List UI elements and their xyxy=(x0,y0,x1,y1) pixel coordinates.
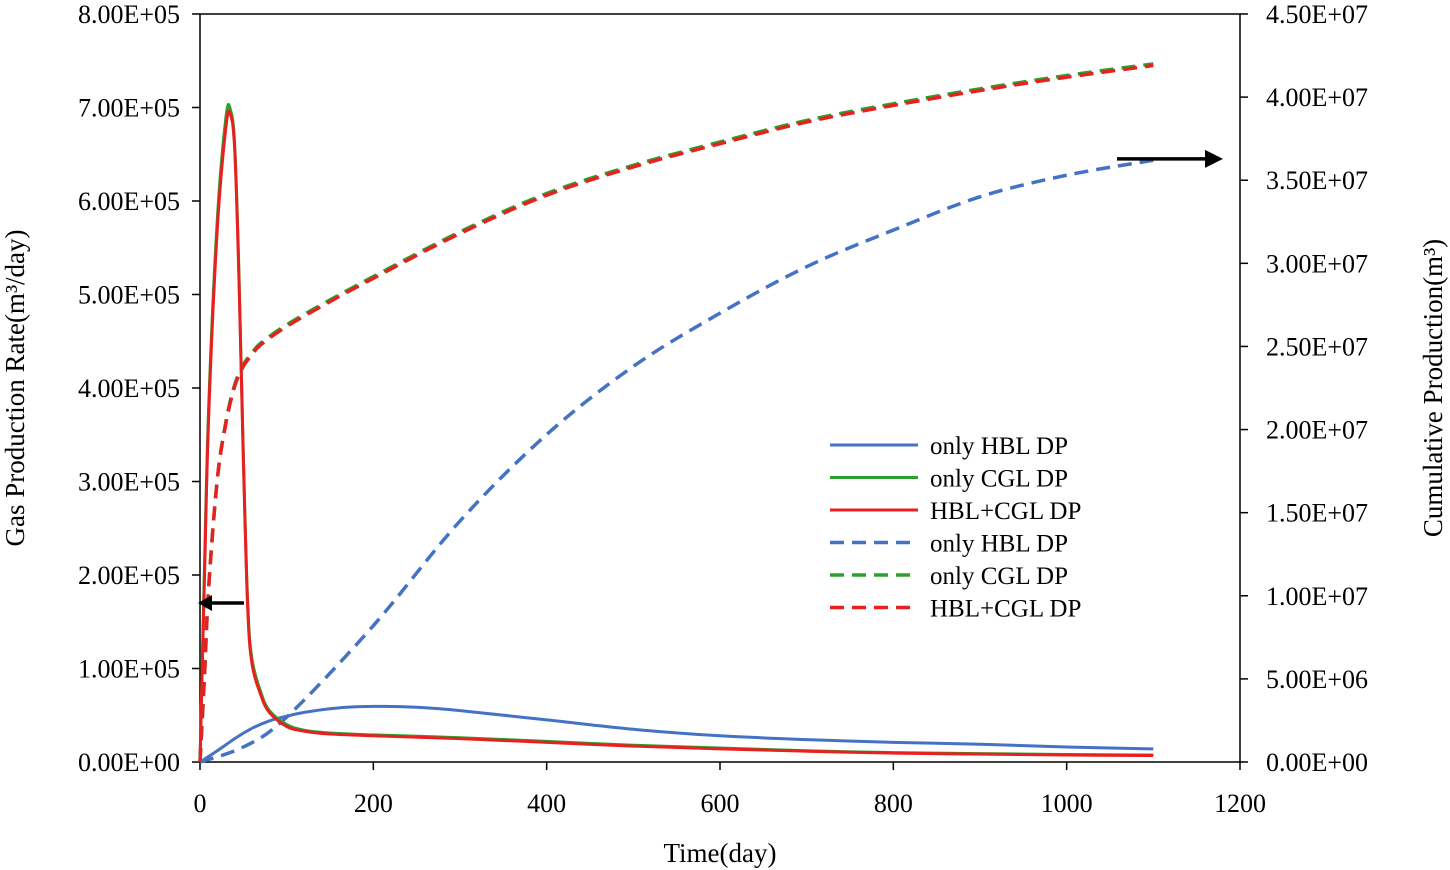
y-right-tick-label: 3.00E+07 xyxy=(1266,249,1368,278)
plot-area-frame xyxy=(199,13,1241,763)
y-left-tick-label: 7.00E+05 xyxy=(78,94,180,123)
y-right-tick-label: 3.50E+07 xyxy=(1266,166,1368,195)
right-axis-arrow-head xyxy=(1205,149,1223,168)
y-left-tick-label: 3.00E+05 xyxy=(78,468,180,497)
y-right-axis-title: Cumulative Production(m³) xyxy=(1418,239,1448,537)
y-right-tick-label: 5.00E+06 xyxy=(1266,665,1368,694)
legend-label: only HBL DP xyxy=(930,531,1068,558)
y-left-tick-label: 1.00E+05 xyxy=(78,655,180,684)
y-left-tick-label: 5.00E+05 xyxy=(78,281,180,310)
left-axis-arrow-head xyxy=(198,595,212,612)
legend-label: only HBL DP xyxy=(930,433,1068,460)
x-tick-label: 800 xyxy=(874,789,913,818)
x-tick-label: 0 xyxy=(194,789,207,818)
y-left-tick-label: 8.00E+05 xyxy=(78,0,180,29)
y-right-tick-label: 2.00E+07 xyxy=(1266,416,1368,445)
x-tick-label: 1200 xyxy=(1214,789,1266,818)
y-right-axis-ticks: 0.00E+00 5.00E+06 1.00E+07 1.50E+07 2.00E+07… xyxy=(1240,0,1368,777)
series-only-hbl-dp-dashed xyxy=(199,158,1154,764)
y-right-tick-label: 0.00E+00 xyxy=(1266,748,1368,777)
legend: only HBL DP only CGL DP HBL+CGL DP only HBL… xyxy=(830,433,1081,623)
y-right-tick-label: 1.00E+07 xyxy=(1266,582,1368,611)
x-axis-ticks: 0 200 400 600 800 1000 1200 xyxy=(194,762,1266,818)
x-tick-label: 600 xyxy=(701,789,740,818)
y-right-tick-label: 4.00E+07 xyxy=(1266,83,1368,112)
y-left-tick-label: 0.00E+00 xyxy=(78,748,180,777)
y-right-tick-label: 2.50E+07 xyxy=(1266,332,1368,361)
legend-label: HBL+CGL DP xyxy=(930,498,1081,525)
y-right-tick-label: 4.50E+07 xyxy=(1266,0,1368,29)
legend-label: HBL+CGL DP xyxy=(930,596,1081,623)
y-left-tick-label: 6.00E+05 xyxy=(78,187,180,216)
y-left-tick-label: 2.00E+05 xyxy=(78,561,180,590)
series-layer xyxy=(198,62,1154,764)
legend-label: only CGL DP xyxy=(930,563,1068,590)
x-tick-label: 1000 xyxy=(1041,789,1093,818)
y-left-axis-ticks: 0.00E+00 1.00E+05 2.00E+05 3.00E+05 4.00E+05… xyxy=(78,0,200,777)
annotation-arrows xyxy=(198,149,1223,612)
x-tick-label: 400 xyxy=(527,789,566,818)
series-only-hbl-dp-solid xyxy=(199,704,1154,764)
series-hbl-cgl-dp-solid xyxy=(198,109,1154,763)
series-hbl-cgl-dp-dashed xyxy=(198,63,1154,763)
legend-label: only CGL DP xyxy=(930,466,1068,493)
x-tick-label: 200 xyxy=(354,789,393,818)
y-right-tick-label: 1.50E+07 xyxy=(1266,499,1368,528)
x-axis-title: Time(day) xyxy=(664,838,777,868)
y-left-tick-label: 4.00E+05 xyxy=(78,374,180,403)
y-left-axis-title: Gas Production Rate(m³/day) xyxy=(0,229,30,546)
